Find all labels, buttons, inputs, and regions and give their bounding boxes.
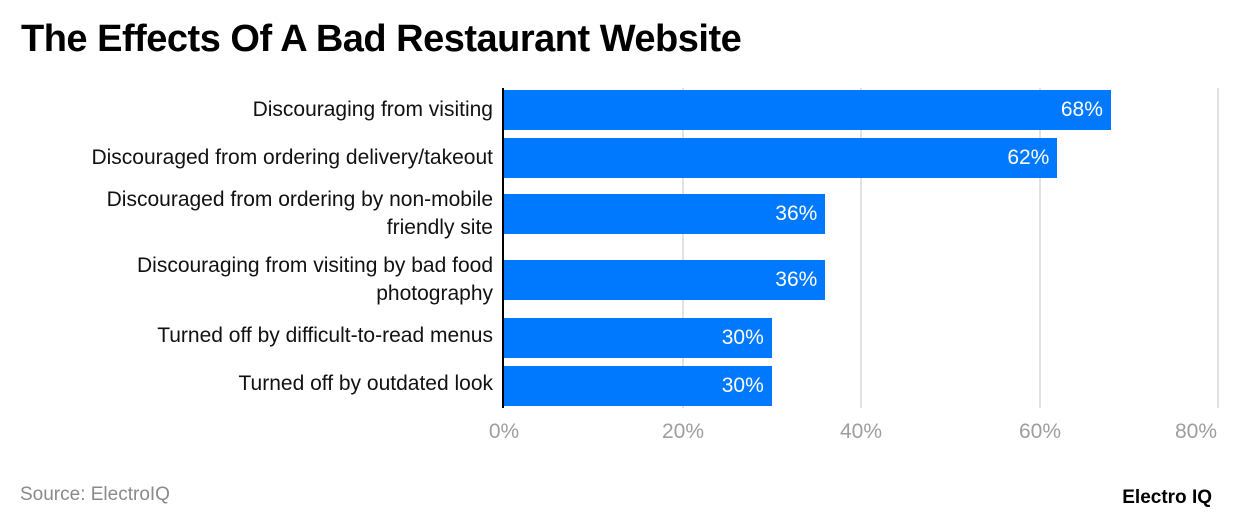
x-tick-label: 60% [1018,420,1062,443]
brand-logo: Electro IQ [1122,487,1212,508]
gridline-20 [682,88,684,408]
category-label: Discouraged from ordering delivery/takeo… [91,146,493,169]
bar-value-label: 30% [721,326,764,349]
bar: 68% [504,90,1111,130]
bar: 36% [504,260,826,300]
x-tick-label: 0% [488,420,520,443]
x-tick-label: 40% [839,420,883,443]
gridline-40 [860,88,862,408]
gridline-80 [1217,88,1219,408]
chart-title: The Effects Of A Bad Restaurant Website [21,18,742,60]
category-label: Turned off by difficult-to-read menus [157,324,493,347]
gridline-60 [1039,88,1041,408]
bar-value-label: 68% [1060,98,1103,121]
y-axis-line [502,88,504,408]
category-label: Turned off by outdated look [238,372,493,395]
bar: 30% [504,318,772,358]
category-label: Discouraging from visiting by bad food p… [136,254,493,305]
bar: 62% [504,138,1058,178]
category-label: Discouraged from ordering by non-mobile … [106,188,493,239]
bar-value-label: 36% [775,268,818,291]
bar: 36% [504,194,826,234]
bar-value-label: 62% [1007,146,1050,169]
x-tick-label: 20% [661,420,705,443]
bar: 30% [504,366,772,406]
bar-value-label: 36% [775,202,818,225]
x-tick-label: 80% [1174,420,1218,443]
category-label: Discouraging from visiting [252,98,493,121]
source-note: Source: ElectroIQ [20,484,170,505]
bar-value-label: 30% [721,374,764,397]
